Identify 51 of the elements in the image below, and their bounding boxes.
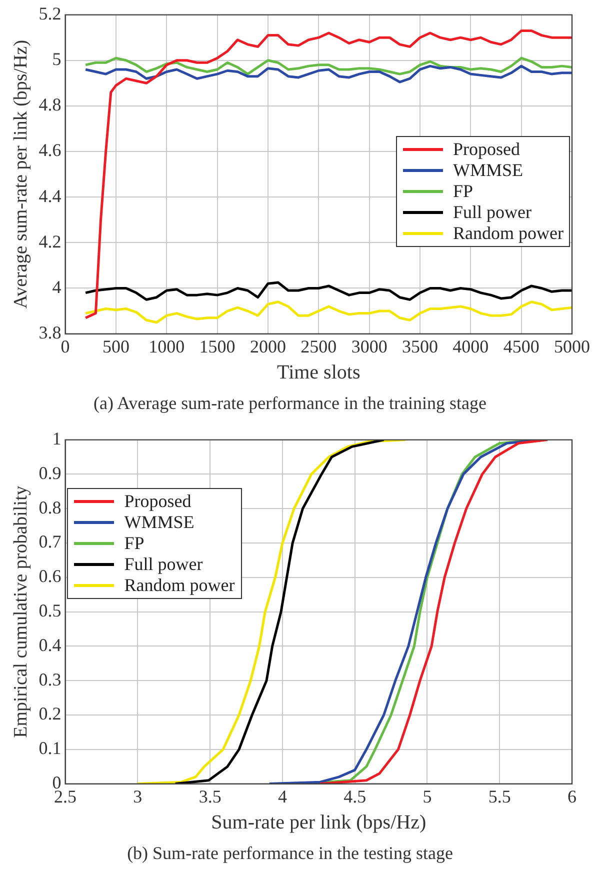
y-tick-label: 4	[52, 276, 62, 297]
x-tick-label: 5.5	[488, 786, 511, 806]
text: (b) Sum-rate performance in the testing stage	[127, 842, 453, 863]
y-tick-label: 0.2	[38, 704, 62, 724]
y-tick-label: 0.9	[38, 462, 62, 483]
y-tick-label: 3.8	[38, 322, 62, 343]
y-tick-label: 0.7	[38, 532, 62, 552]
x-tick-label: 2000	[250, 336, 286, 356]
x-tick-label: 3	[133, 786, 142, 806]
x-tick-label: 3500	[402, 336, 438, 356]
y-tick-label: 5	[52, 49, 62, 70]
x-tick-label: 6	[568, 786, 576, 806]
x-tick-label: 3000	[351, 336, 388, 356]
x-tick-label: 5000	[554, 336, 590, 356]
y-tick-label: 0.5	[38, 600, 62, 621]
legend-label: FP	[124, 532, 144, 554]
y-axis-title: Empirical cumulative probability	[10, 485, 32, 738]
legend-label: WMMSE	[124, 512, 194, 533]
text: (a) Average sum-rate performance in the training stage	[94, 392, 486, 413]
y-tick-label: 0.4	[38, 634, 62, 655]
legend-label: FP	[453, 181, 474, 202]
x-tick-label: 4.5	[344, 786, 366, 806]
y-tick-label: 0.6	[38, 566, 62, 586]
x-tick-label: 3.5	[198, 786, 222, 806]
legend-label: Full power	[453, 202, 532, 224]
y-tick-label: 4.8	[38, 94, 62, 115]
y-tick-label: 0.8	[38, 497, 62, 518]
legend-label: Proposed	[124, 490, 192, 512]
legend-label: Proposed	[453, 139, 520, 160]
x-tick-label: 1500	[199, 336, 236, 356]
legend-label: Random power	[453, 223, 564, 244]
y-tick-label: 0.3	[38, 669, 62, 690]
y-tick-label: 1	[52, 428, 62, 449]
x-axis-title: Time slots	[277, 362, 360, 384]
y-tick-label: 4.6	[38, 140, 62, 160]
legend-label: Full power	[124, 554, 203, 575]
x-tick-label: 2500	[300, 336, 337, 356]
legend-label: Random power	[124, 574, 235, 596]
y-tick-label: 4.4	[38, 186, 62, 206]
y-tick-label: 4.2	[38, 231, 62, 252]
x-tick-label: 4000	[452, 336, 489, 356]
x-axis-title: Sum-rate per link (bps/Hz)	[211, 812, 426, 834]
legend-label: WMMSE	[453, 160, 524, 182]
x-tick-label: 4500	[503, 336, 540, 356]
y-tick-label: 0.1	[38, 738, 62, 758]
x-tick-label: 5	[422, 786, 432, 806]
y-axis-title: Average sum-rate per link (bps/Hz)	[10, 40, 32, 309]
x-tick-label: 1000	[148, 336, 185, 356]
x-tick-label: 4	[278, 786, 287, 806]
x-tick-label: 500	[102, 336, 130, 356]
y-tick-label: 5.2	[38, 4, 62, 24]
